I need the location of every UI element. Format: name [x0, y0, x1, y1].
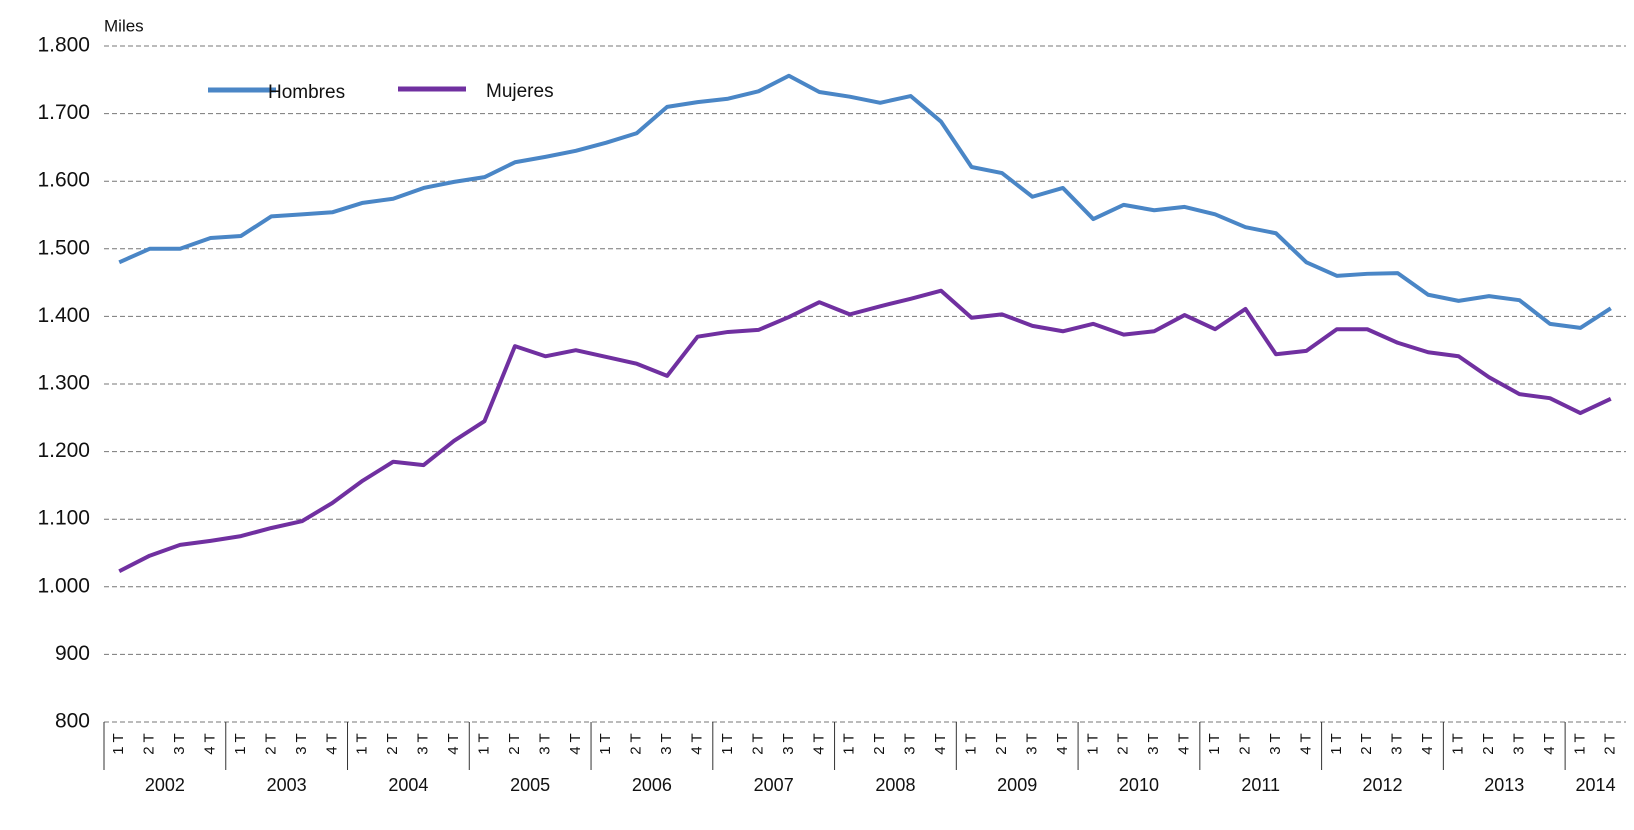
- y-tick-label: 900: [55, 642, 90, 665]
- x-tick-label: 1 T: [1206, 733, 1223, 754]
- x-tick-label: 2 T: [871, 733, 888, 754]
- year-label: 2010: [1119, 775, 1159, 795]
- x-tick-label: 3 T: [1023, 733, 1040, 754]
- year-label: 2005: [510, 775, 550, 795]
- x-tick-label: 3 T: [536, 733, 553, 754]
- x-tick-label: 4 T: [445, 733, 462, 754]
- year-label: 2011: [1241, 775, 1280, 795]
- x-tick-label: 1 T: [719, 733, 736, 754]
- x-tick-label: 2 T: [384, 733, 401, 754]
- year-label: 2003: [267, 775, 307, 795]
- y-tick-label: 1.200: [37, 439, 90, 462]
- year-label: 2002: [145, 775, 185, 795]
- x-tick-label: 2 T: [1480, 733, 1497, 754]
- x-tick-label: 4 T: [202, 733, 219, 754]
- x-tick-label: 4 T: [567, 733, 584, 754]
- series-line: [118, 288, 1612, 574]
- x-tick-label: 4 T: [932, 733, 949, 754]
- x-tick-label: 1 T: [475, 733, 492, 754]
- year-label: 2006: [632, 775, 672, 795]
- x-tick-label: 3 T: [1145, 733, 1162, 754]
- y-tick-label: 1.000: [37, 574, 90, 597]
- year-label: 2008: [875, 775, 915, 795]
- x-tick-label: 4 T: [1419, 733, 1436, 754]
- year-label: 2013: [1484, 775, 1524, 795]
- x-tick-label: 1 T: [963, 733, 980, 754]
- x-tick-label: 2 T: [506, 733, 523, 754]
- x-tick-label: 2 T: [1115, 733, 1132, 754]
- x-tick-label: 4 T: [1297, 733, 1314, 754]
- x-tick-label: 3 T: [658, 733, 675, 754]
- legend-label: Hombres: [268, 82, 345, 103]
- x-tick-label: 3 T: [1389, 733, 1406, 754]
- x-tick-label: 3 T: [293, 733, 310, 754]
- y-axis-label: Miles: [104, 16, 144, 35]
- x-tick-label: 4 T: [1541, 733, 1558, 754]
- x-tick-label: 2 T: [141, 733, 158, 754]
- x-tick-label: 3 T: [902, 733, 919, 754]
- year-label: 2009: [997, 775, 1037, 795]
- x-tick-label: 2 T: [749, 733, 766, 754]
- x-tick-label: 2 T: [628, 733, 645, 754]
- y-tick-label: 1.400: [37, 304, 90, 327]
- x-tick-label: 3 T: [415, 733, 432, 754]
- x-tick-label: 1 T: [1450, 733, 1467, 754]
- x-tick-label: 1 T: [841, 733, 858, 754]
- y-tick-label: 1.300: [37, 372, 90, 395]
- year-label: 2004: [388, 775, 428, 795]
- x-tick-label: 3 T: [780, 733, 797, 754]
- year-label: 2007: [754, 775, 794, 795]
- x-tick-label: 3 T: [1267, 733, 1284, 754]
- year-label: 2012: [1362, 775, 1402, 795]
- x-tick-label: 1 T: [354, 733, 371, 754]
- x-tick-label: 2 T: [1358, 733, 1375, 754]
- y-tick-label: 1.100: [37, 507, 90, 530]
- x-tick-label: 1 T: [232, 733, 249, 754]
- x-tick-label: 3 T: [171, 733, 188, 754]
- x-tick-label: 1 T: [1328, 733, 1345, 754]
- x-tick-label: 4 T: [323, 733, 340, 754]
- x-tick-label: 1 T: [1084, 733, 1101, 754]
- x-tick-label: 1 T: [597, 733, 614, 754]
- y-tick-label: 800: [55, 710, 90, 733]
- series-line: [118, 73, 1612, 330]
- x-tick-label: 2 T: [1602, 733, 1619, 754]
- y-tick-label: 1.500: [37, 236, 90, 259]
- x-tick-label: 4 T: [810, 733, 827, 754]
- legend-label: Mujeres: [486, 81, 554, 102]
- x-tick-label: 4 T: [1054, 733, 1071, 754]
- y-tick-label: 1.700: [37, 101, 90, 124]
- year-label: 2014: [1576, 775, 1616, 795]
- x-tick-label: 2 T: [262, 733, 279, 754]
- x-tick-label: 3 T: [1510, 733, 1527, 754]
- y-tick-label: 1.600: [37, 169, 90, 192]
- x-tick-label: 2 T: [1236, 733, 1253, 754]
- x-tick-label: 1 T: [110, 733, 127, 754]
- x-tick-label: 2 T: [993, 733, 1010, 754]
- y-tick-label: 1.800: [37, 34, 90, 57]
- x-tick-label: 4 T: [1176, 733, 1193, 754]
- x-tick-label: 1 T: [1571, 733, 1588, 754]
- x-tick-label: 4 T: [689, 733, 706, 754]
